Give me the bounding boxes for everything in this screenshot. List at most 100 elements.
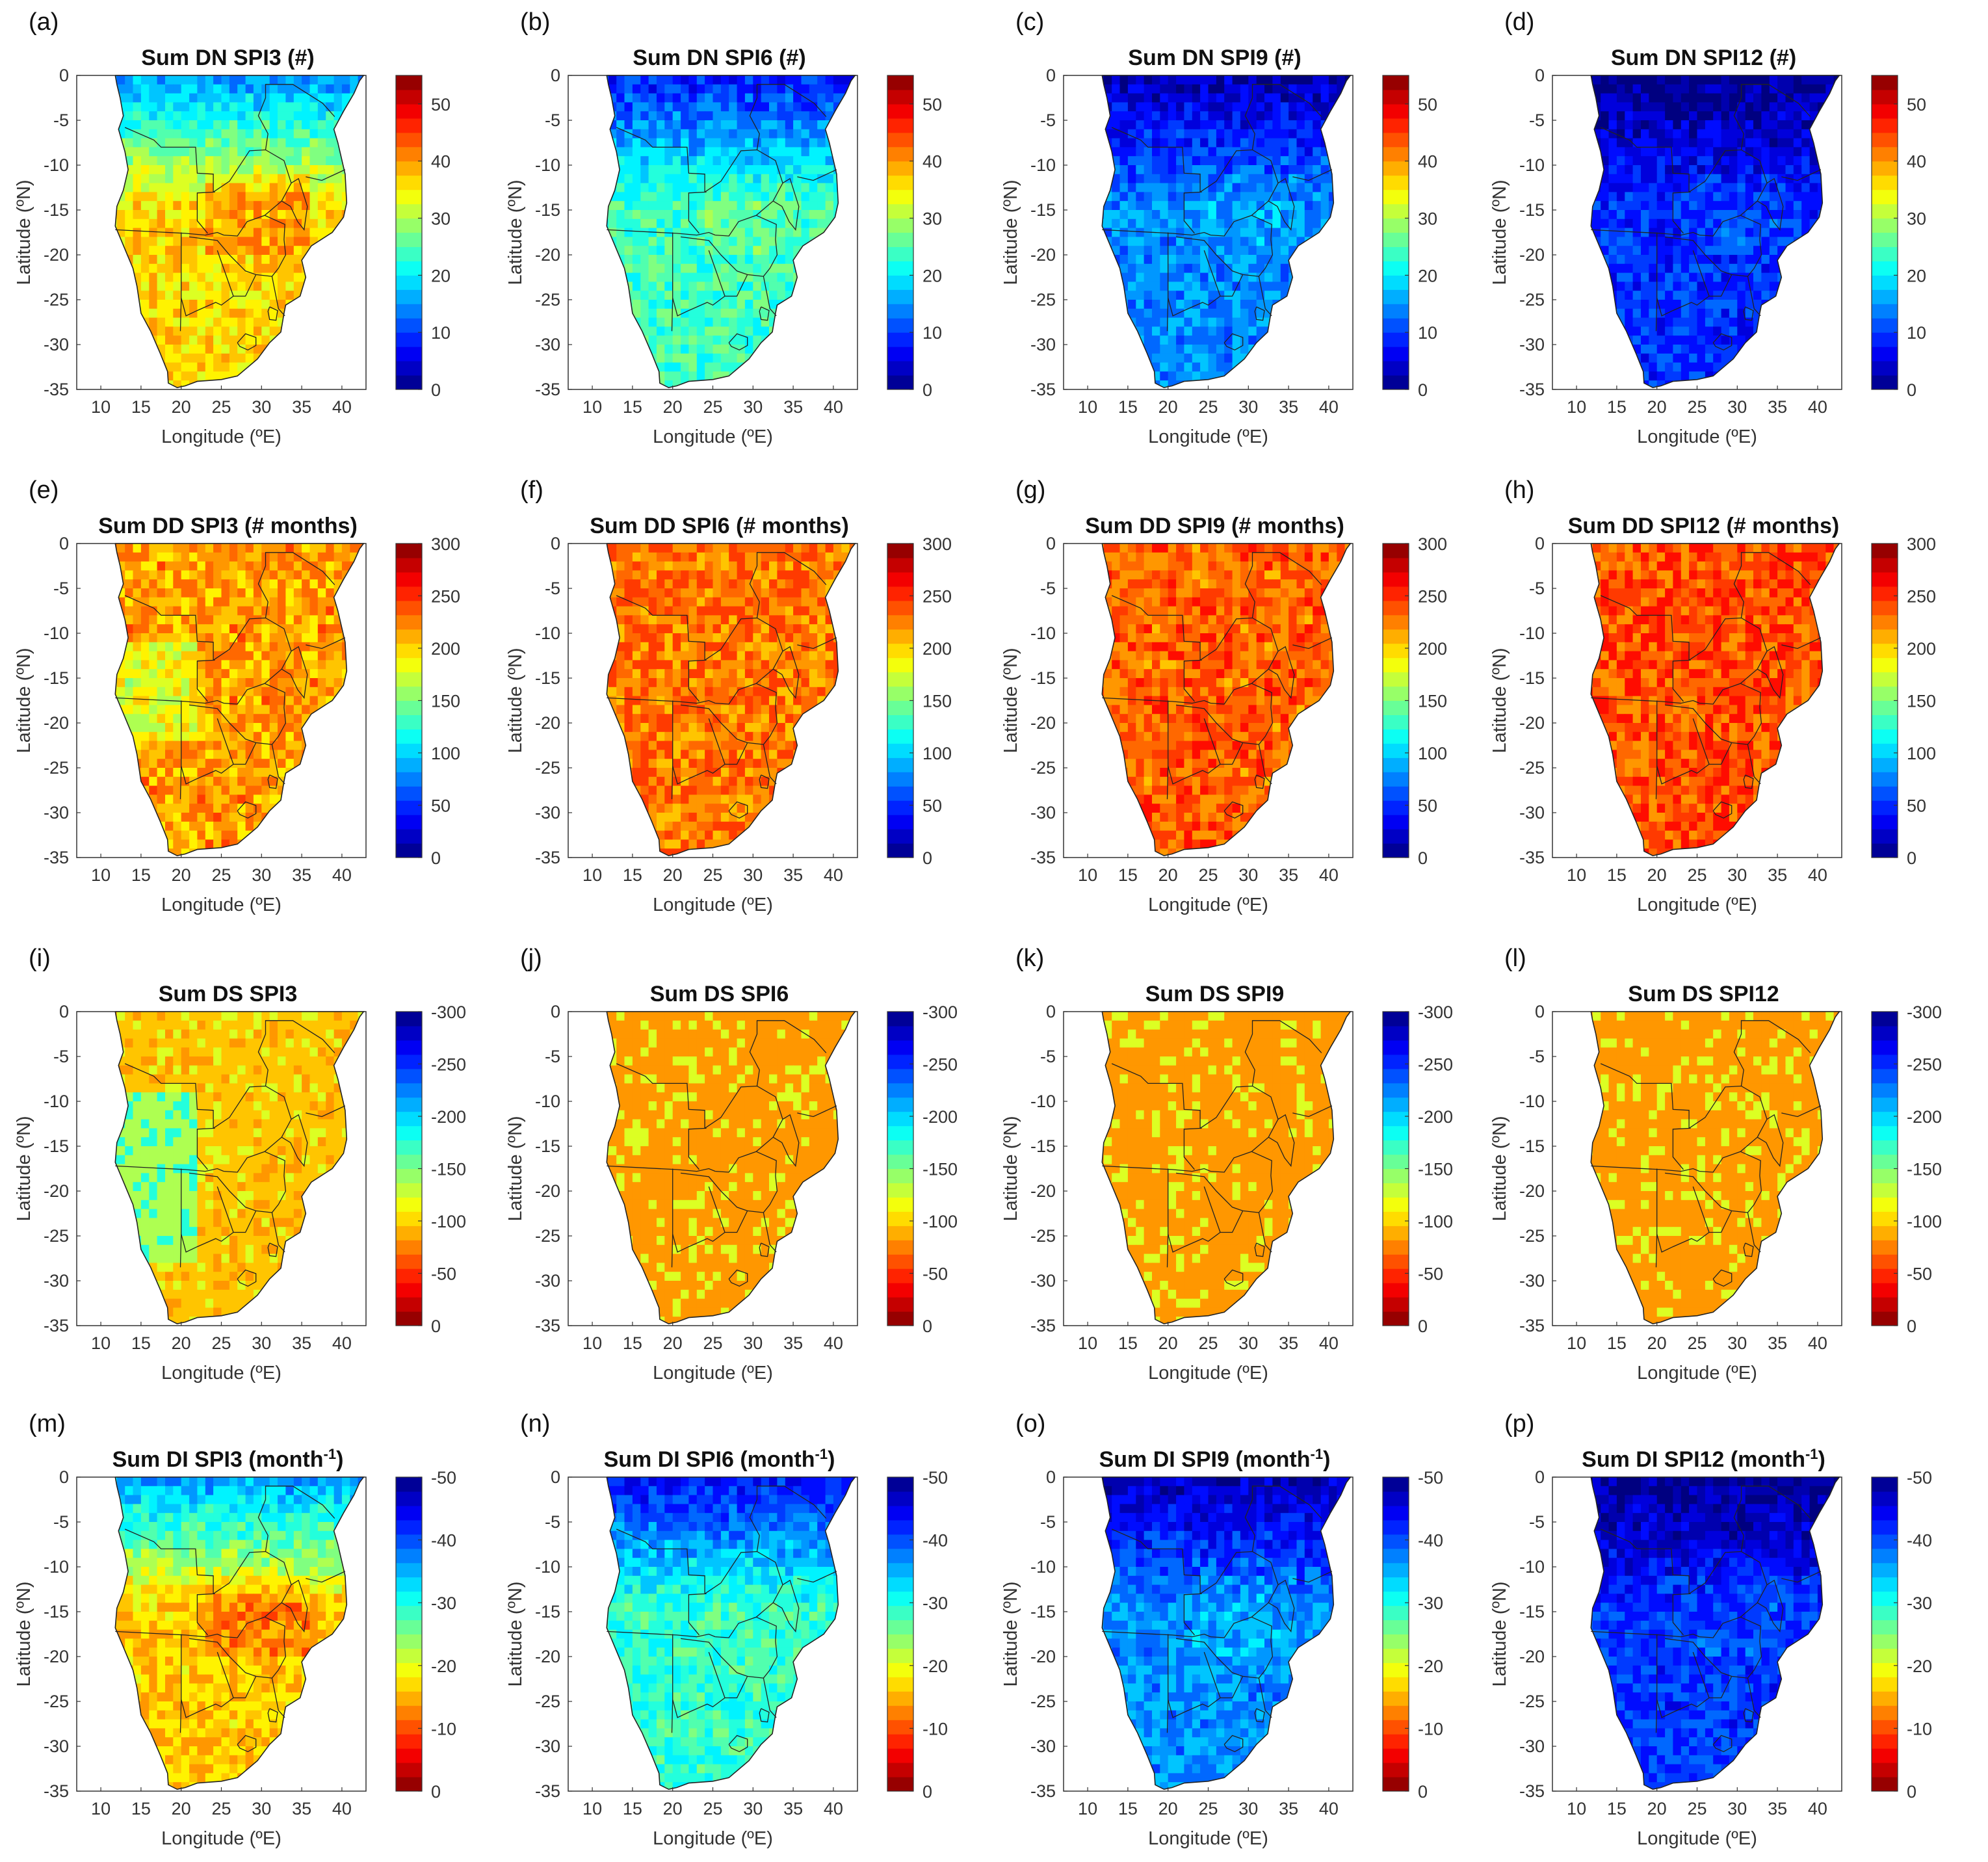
heatmap-cell <box>688 353 698 363</box>
heatmap-cell <box>801 75 810 85</box>
heatmap-cell <box>326 75 335 85</box>
heatmap-cell <box>245 129 254 139</box>
heatmap-cell <box>672 272 681 282</box>
heatmap-cell <box>1232 300 1241 309</box>
heatmap-cell <box>1665 210 1674 220</box>
heatmap-cell <box>205 147 214 157</box>
heatmap-cell <box>205 93 214 103</box>
heatmap-cell <box>350 544 359 553</box>
heatmap-cell <box>1144 335 1153 345</box>
heatmap-cell <box>1112 102 1121 112</box>
colorbar-segment <box>396 304 422 319</box>
heatmap-cell <box>1649 218 1658 229</box>
heatmap-cell <box>1625 272 1634 282</box>
heatmap-cell <box>1184 201 1193 211</box>
heatmap-cell <box>696 218 705 229</box>
heatmap-cell <box>213 326 222 336</box>
heatmap-cell <box>1224 282 1233 291</box>
heatmap-cell <box>1160 201 1169 211</box>
heatmap-cell <box>1641 308 1649 319</box>
heatmap-cell <box>1248 255 1257 265</box>
heatmap-cell <box>1632 237 1641 246</box>
heatmap-cell <box>1216 237 1225 246</box>
colorbar-segment <box>396 232 422 247</box>
heatmap-cell <box>1753 93 1762 103</box>
heatmap-cell <box>140 111 150 121</box>
colorbar-segment <box>1872 332 1898 347</box>
heatmap-cell <box>237 201 246 211</box>
heatmap-cell <box>1641 192 1649 202</box>
y-tick-label: -10 <box>1030 155 1056 175</box>
heatmap-cell <box>285 129 294 139</box>
heatmap-cell <box>1632 84 1641 94</box>
heatmap-cell <box>705 174 714 184</box>
heatmap-cell <box>181 120 190 130</box>
heatmap-cell <box>648 291 657 300</box>
heatmap-cell <box>1208 291 1217 300</box>
heatmap-cell <box>705 353 714 363</box>
heatmap-cell <box>197 345 206 354</box>
heatmap-cell <box>1745 246 1754 256</box>
heatmap-cell <box>229 263 238 274</box>
heatmap-cell <box>1232 255 1241 265</box>
heatmap-cell <box>1656 263 1666 274</box>
heatmap-cell <box>1713 345 1722 354</box>
heatmap-cell <box>1136 93 1145 103</box>
heatmap-cell <box>640 300 649 309</box>
heatmap-cell <box>293 93 302 103</box>
heatmap-cell <box>672 263 681 274</box>
colorbar-tick-label: 0 <box>1418 380 1428 400</box>
heatmap-cell <box>1745 147 1754 157</box>
heatmap-cell <box>133 111 142 121</box>
heatmap-cell <box>648 93 657 103</box>
heatmap-cell <box>1248 120 1257 130</box>
heatmap-cell <box>632 165 641 175</box>
heatmap-cell <box>696 255 705 265</box>
heatmap-cell <box>1641 237 1649 246</box>
heatmap-cell <box>229 210 238 220</box>
heatmap-cell <box>1656 228 1666 237</box>
heatmap-cell <box>1200 345 1209 354</box>
heatmap-cell <box>1160 129 1169 139</box>
heatmap-cell <box>632 147 641 157</box>
heatmap-cell <box>1729 282 1738 291</box>
heatmap-cell <box>1656 353 1666 363</box>
x-tick-label: 25 <box>211 397 231 417</box>
heatmap-cell <box>293 183 302 192</box>
heatmap-cell <box>616 111 625 121</box>
heatmap-cell <box>632 300 641 309</box>
heatmap-cell <box>1248 75 1257 85</box>
y-tick-label: -25 <box>1030 290 1056 309</box>
heatmap-cell <box>640 120 649 130</box>
heatmap-cell <box>696 93 705 103</box>
heatmap-cell <box>1328 93 1337 103</box>
country-border <box>772 177 800 231</box>
heatmap-cell <box>1216 174 1225 184</box>
country-border <box>189 236 272 277</box>
heatmap-cell <box>681 156 690 166</box>
heatmap-cell <box>1256 111 1265 121</box>
heatmap-cell <box>125 237 134 246</box>
heatmap-cell <box>1745 201 1754 211</box>
heatmap-cell <box>1256 183 1265 192</box>
heatmap-cell <box>326 210 335 220</box>
heatmap-cell <box>705 165 714 175</box>
heatmap-cell <box>713 326 722 336</box>
heatmap-cell <box>777 75 786 85</box>
heatmap-cell <box>1272 93 1281 103</box>
heatmap-cell <box>1136 147 1145 157</box>
heatmap-cell <box>1793 138 1802 148</box>
heatmap-cell <box>672 84 681 94</box>
heatmap-cell <box>1753 84 1762 94</box>
heatmap-cell <box>1264 111 1273 121</box>
heatmap-cell <box>1729 129 1738 139</box>
heatmap-cell <box>221 263 230 274</box>
heatmap-cell <box>1753 272 1762 282</box>
heatmap-cell <box>1713 210 1722 220</box>
heatmap-cell <box>744 317 753 327</box>
heatmap-cell <box>720 246 729 256</box>
heatmap-cell <box>1697 138 1706 148</box>
heatmap-cell <box>705 183 714 192</box>
heatmap-cell <box>253 165 262 175</box>
heatmap-cell <box>1649 291 1658 300</box>
